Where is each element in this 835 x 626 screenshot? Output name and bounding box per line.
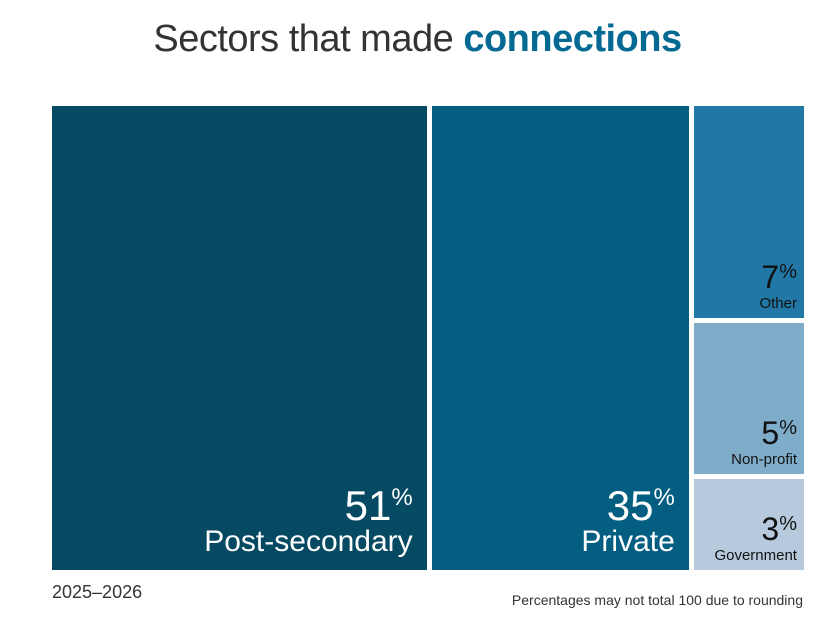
tile-private: 35% Private — [431, 106, 689, 570]
tile-label: 3% Government — [714, 513, 797, 563]
tile-non-profit: 5% Non-profit — [693, 322, 804, 475]
chart-title: Sectors that made connections — [0, 18, 835, 61]
tile-value: 7% — [761, 258, 797, 295]
percent-sign: % — [779, 513, 797, 536]
tile-value: 35% — [606, 481, 675, 529]
tile-category: Government — [714, 546, 797, 564]
percent-sign: % — [391, 483, 413, 511]
chart-title-prefix: Sectors that made — [153, 18, 454, 60]
tile-category: Non-profit — [731, 450, 797, 468]
tile-label: 7% Other — [759, 261, 797, 311]
tile-label: 35% Private — [581, 481, 675, 559]
percent-sign: % — [779, 260, 797, 283]
percent-sign: % — [653, 483, 675, 511]
treemap: 51% Post-secondary 35% Private 7% Other 5% Non-… — [52, 106, 804, 570]
period-label: 2025–2026 — [52, 582, 143, 602]
tile-value: 3% — [761, 511, 797, 548]
chart-title-emphasis: connections — [463, 18, 682, 60]
tile-label: 5% Non-profit — [731, 417, 797, 467]
tile-other: 7% Other — [693, 106, 804, 318]
footnote: Percentages may not total 100 due to rou… — [511, 592, 803, 608]
tile-category: Other — [759, 294, 797, 312]
tile-category: Private — [581, 525, 675, 559]
tile-value: 51% — [344, 481, 413, 529]
tile-government: 3% Government — [693, 479, 804, 570]
tile-value: 5% — [761, 415, 797, 452]
tile-label: 51% Post-secondary — [204, 481, 413, 559]
tile-category: Post-secondary — [204, 525, 413, 559]
tile-post-secondary: 51% Post-secondary — [52, 106, 427, 570]
percent-sign: % — [779, 417, 797, 440]
